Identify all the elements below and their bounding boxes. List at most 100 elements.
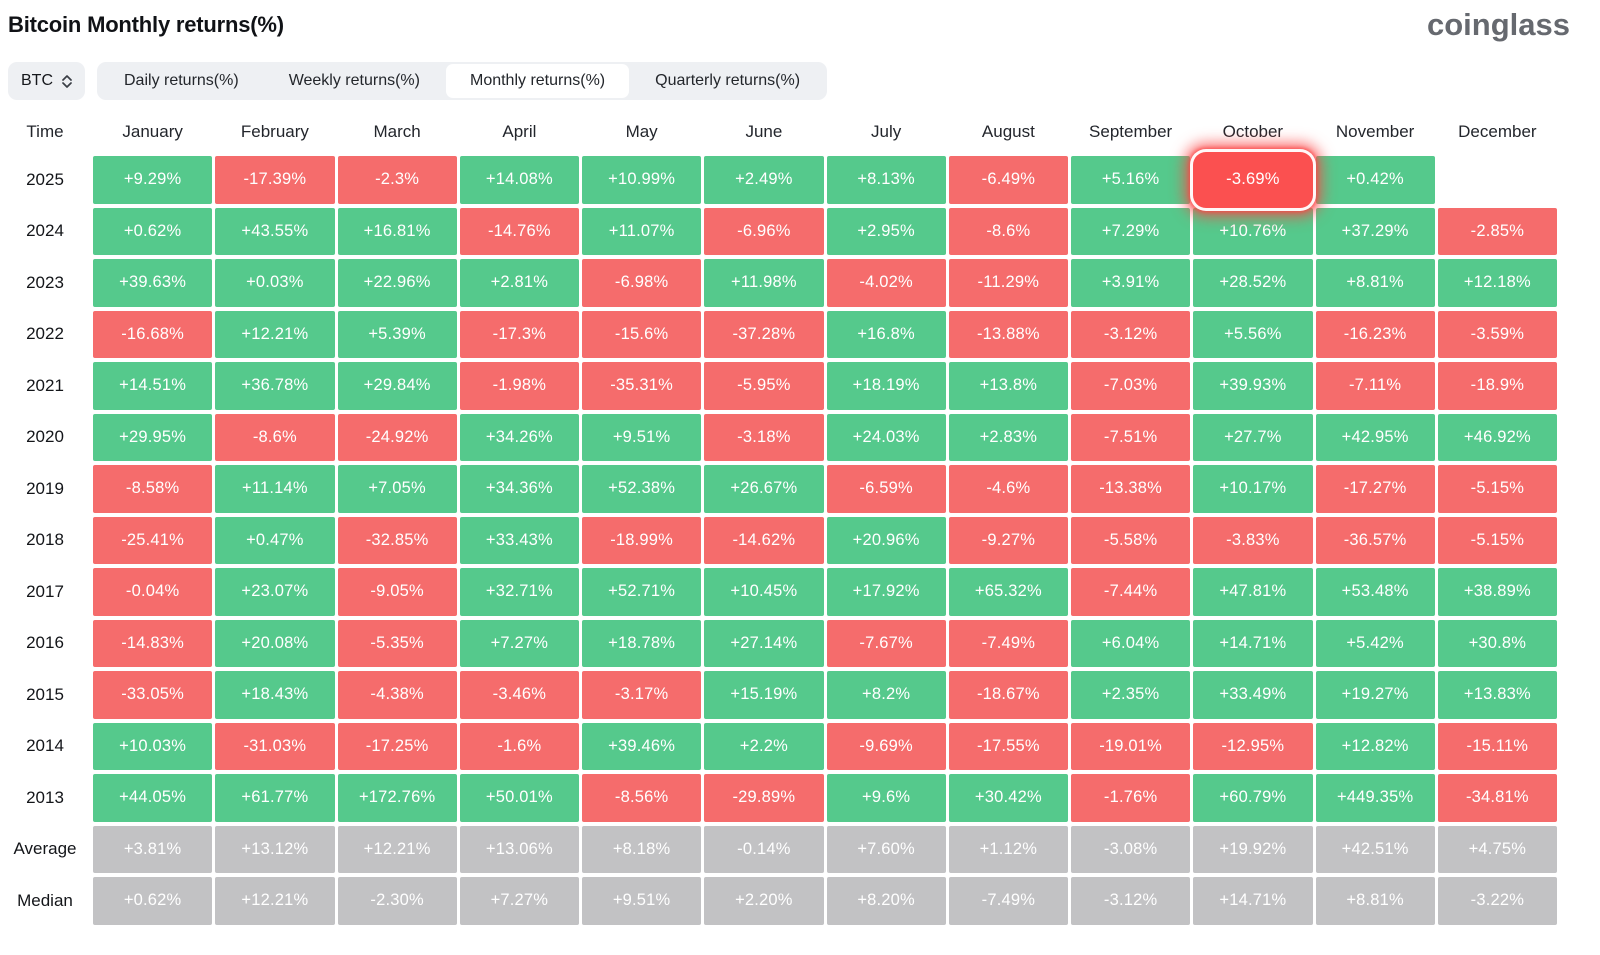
return-cell: +20.96% bbox=[826, 516, 946, 565]
symbol-label: BTC bbox=[21, 72, 53, 90]
return-cell: +11.07% bbox=[582, 207, 702, 256]
column-header-august: August bbox=[948, 112, 1068, 153]
return-cell: -8.6% bbox=[215, 413, 335, 462]
return-cell: +8.81% bbox=[1315, 259, 1435, 307]
return-cell: +2.2% bbox=[704, 722, 824, 771]
return-cell: +12.82% bbox=[1315, 722, 1435, 771]
return-cell: +1.12% bbox=[948, 825, 1068, 874]
return-cell: -9.27% bbox=[948, 516, 1068, 565]
row-label-2023: 2023 bbox=[0, 259, 90, 307]
updown-chevron-icon bbox=[62, 74, 72, 88]
return-cell: +10.76% bbox=[1193, 207, 1313, 256]
return-cell: +52.38% bbox=[582, 465, 702, 513]
return-cell: +27.14% bbox=[704, 619, 824, 668]
return-cell: -18.9% bbox=[1437, 362, 1557, 410]
return-cell: -13.88% bbox=[948, 310, 1068, 359]
return-cell: -3.12% bbox=[1071, 877, 1191, 925]
return-cell: +22.96% bbox=[337, 259, 457, 307]
return-cell: -1.98% bbox=[459, 362, 579, 410]
return-cell: +12.21% bbox=[215, 877, 335, 925]
return-cell: +14.71% bbox=[1193, 877, 1313, 925]
return-cell: +27.7% bbox=[1193, 413, 1313, 462]
return-cell: +14.71% bbox=[1193, 619, 1313, 668]
return-cell: +34.26% bbox=[459, 413, 579, 462]
return-cell: -5.58% bbox=[1071, 516, 1191, 565]
return-cell: -4.02% bbox=[826, 259, 946, 307]
return-cell: +37.29% bbox=[1315, 207, 1435, 256]
return-cell: -8.56% bbox=[582, 774, 702, 822]
return-cell: +39.63% bbox=[93, 259, 213, 307]
return-cell: -7.49% bbox=[948, 877, 1068, 925]
return-cell bbox=[1438, 156, 1557, 204]
return-cell: -24.92% bbox=[337, 413, 457, 462]
return-cell: -13.38% bbox=[1071, 465, 1191, 513]
return-cell: -7.44% bbox=[1071, 568, 1191, 616]
return-cell: -31.03% bbox=[215, 722, 335, 771]
return-cell: -32.85% bbox=[337, 516, 457, 565]
return-cell: -17.39% bbox=[215, 156, 335, 204]
return-cell: +2.20% bbox=[704, 877, 824, 925]
return-cell: +2.95% bbox=[826, 207, 946, 256]
return-cell: +39.46% bbox=[582, 722, 702, 771]
return-cell: +61.77% bbox=[215, 774, 335, 822]
row-label-2016: 2016 bbox=[0, 619, 90, 668]
column-header-october: October bbox=[1193, 112, 1313, 153]
return-cell: -0.04% bbox=[93, 568, 213, 616]
return-cell: -7.51% bbox=[1071, 413, 1191, 462]
row-label-2013: 2013 bbox=[0, 774, 90, 822]
return-cell: -17.55% bbox=[948, 722, 1068, 771]
return-cell: -18.99% bbox=[582, 516, 702, 565]
return-cell: -5.15% bbox=[1437, 465, 1557, 513]
return-cell: +20.08% bbox=[215, 619, 335, 668]
row-label-average: Average bbox=[0, 825, 90, 874]
return-cell: -29.89% bbox=[704, 774, 824, 822]
tab-quarterly-returns[interactable]: Quarterly returns(%) bbox=[631, 64, 824, 98]
page-header: Bitcoin Monthly returns(%) coinglass bbox=[0, 0, 1600, 42]
tab-daily-returns[interactable]: Daily returns(%) bbox=[100, 64, 263, 98]
return-cell: +60.79% bbox=[1193, 774, 1313, 822]
return-cell: -3.18% bbox=[704, 413, 824, 462]
return-cell: -5.35% bbox=[337, 619, 457, 668]
return-cell: +53.48% bbox=[1315, 568, 1435, 616]
return-cell: -3.83% bbox=[1193, 516, 1313, 565]
return-cell: -18.67% bbox=[948, 671, 1068, 719]
return-cell: +14.51% bbox=[93, 362, 213, 410]
return-cell: +5.42% bbox=[1315, 619, 1435, 668]
return-cell: -16.23% bbox=[1315, 310, 1435, 359]
return-cell: +33.43% bbox=[459, 516, 579, 565]
return-cell: +42.95% bbox=[1315, 413, 1435, 462]
column-header-june: June bbox=[704, 112, 824, 153]
return-cell: +8.18% bbox=[582, 825, 702, 874]
column-header-july: July bbox=[826, 112, 946, 153]
return-cell: -7.49% bbox=[948, 619, 1068, 668]
return-cell: +9.29% bbox=[93, 156, 213, 204]
page-title: Bitcoin Monthly returns(%) bbox=[8, 12, 284, 37]
return-cell: +0.47% bbox=[215, 516, 335, 565]
return-cell: +23.07% bbox=[215, 568, 335, 616]
return-cell: -1.6% bbox=[459, 722, 579, 771]
tab-monthly-returns[interactable]: Monthly returns(%) bbox=[445, 64, 630, 99]
tab-weekly-returns[interactable]: Weekly returns(%) bbox=[265, 64, 444, 98]
return-cell: -9.69% bbox=[826, 722, 946, 771]
row-label-2019: 2019 bbox=[0, 465, 90, 513]
return-cell: +8.20% bbox=[826, 877, 946, 925]
return-cell: +13.12% bbox=[215, 825, 335, 874]
return-cell: +30.8% bbox=[1437, 619, 1557, 668]
return-cell: +9.51% bbox=[582, 413, 702, 462]
return-cell: +5.56% bbox=[1193, 310, 1313, 359]
highlighted-return-cell[interactable]: -3.69% bbox=[1190, 149, 1316, 211]
return-cell: -3.22% bbox=[1437, 877, 1557, 925]
symbol-selector[interactable]: BTC bbox=[8, 62, 85, 101]
return-cell: +50.01% bbox=[459, 774, 579, 822]
return-cell: +18.43% bbox=[215, 671, 335, 719]
return-cell: +6.04% bbox=[1071, 619, 1191, 668]
return-cell: +7.29% bbox=[1071, 207, 1191, 256]
return-cell: +39.93% bbox=[1193, 362, 1313, 410]
return-cell: -9.05% bbox=[337, 568, 457, 616]
return-cell: +36.78% bbox=[215, 362, 335, 410]
return-cell: +15.19% bbox=[704, 671, 824, 719]
return-cell: -15.11% bbox=[1437, 722, 1557, 771]
return-cell: +0.62% bbox=[93, 207, 213, 256]
return-cell: -4.6% bbox=[948, 465, 1068, 513]
return-cell: -17.27% bbox=[1315, 465, 1435, 513]
